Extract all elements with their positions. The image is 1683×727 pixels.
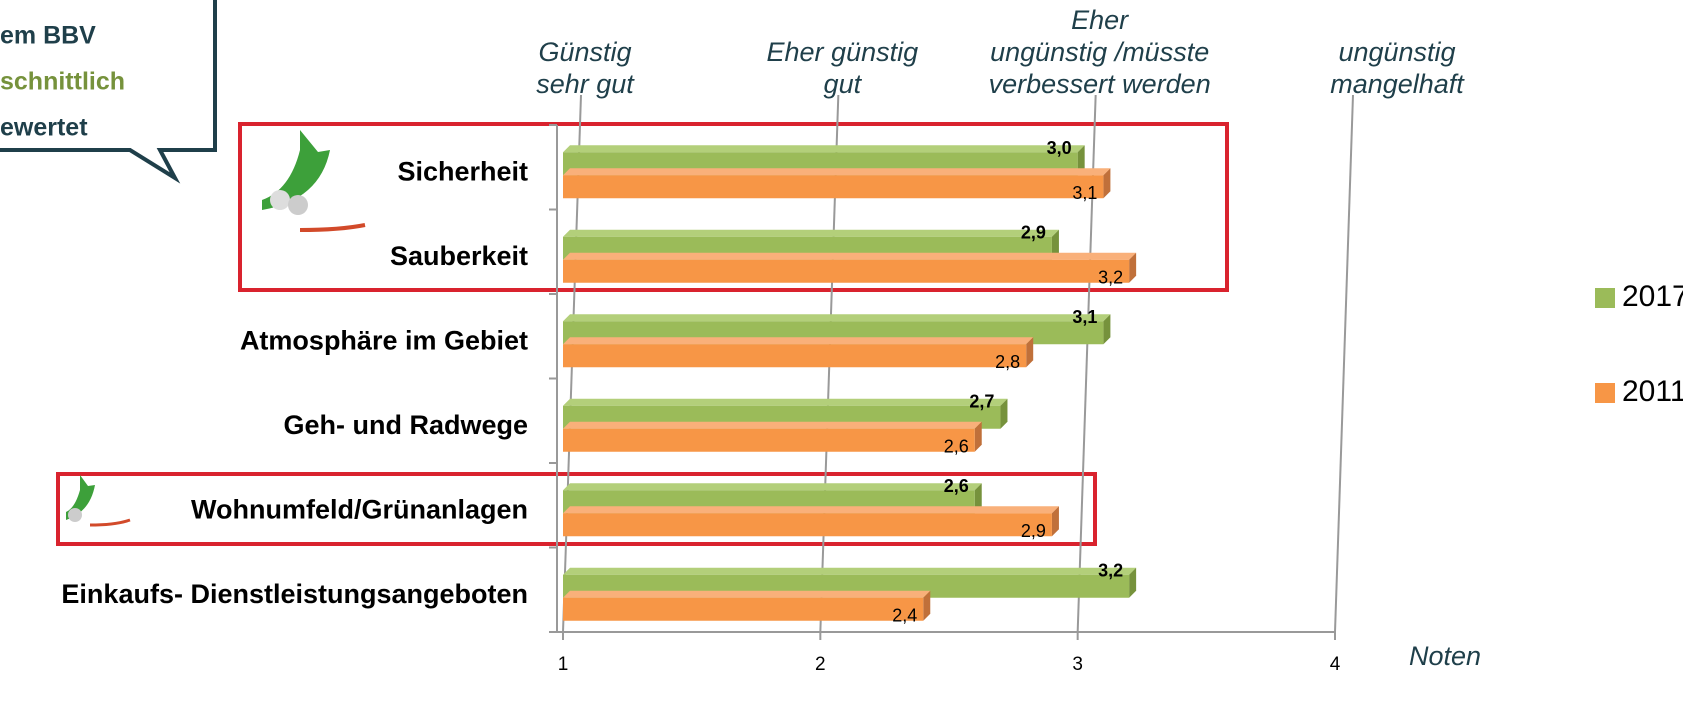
bar [563,260,1129,283]
bar-top [563,591,930,598]
icon [262,130,365,230]
column-header: sehr gut [536,69,635,99]
value-label: 3,2 [1098,561,1123,581]
column-header: Eher günstig [767,37,919,67]
bar [563,429,975,452]
value-label: 2,6 [944,437,969,457]
bar-top [563,314,1110,321]
value-label: 3,0 [1047,138,1072,158]
bar-top [563,253,1136,260]
bar [563,598,923,621]
icon [66,475,130,525]
x-tick-label: 4 [1330,654,1341,675]
value-label: 2,7 [969,392,994,412]
legend-label: 2011 [1622,375,1683,408]
bar-top [563,422,982,429]
bar [563,175,1103,198]
callout-text: schnittlich [0,68,125,96]
column-header: ungünstig /müsste [990,37,1209,67]
y-tick-label: Sauberkeit [390,241,528,271]
legend-swatch [1595,288,1615,308]
chart: em BBV schnittlich ewertet 1 2 3 4 Noten Günstig… [0,0,1683,722]
y-tick-label: Geh- und Radwege [283,410,528,440]
column-header: mangelhaft [1330,69,1465,99]
legend-label: 2017 [1622,280,1683,313]
value-label: 3,2 [1098,268,1123,288]
column-header: gut [824,69,863,99]
y-tick-label: Einkaufs- Dienstleistungsangeboten [61,579,528,609]
callout-text: em BBV [0,22,96,50]
bar-top [563,399,1007,406]
column-header: verbessert werden [989,69,1211,99]
y-tick-label: Sicherheit [397,156,528,186]
x-axis-label: Noten [1409,641,1481,671]
bar-top [563,506,1059,513]
callout-text: ewertet [0,114,88,142]
x-tick-label: 2 [815,654,826,675]
bar-top [563,230,1059,237]
bar-top [563,483,982,490]
bar-top [563,145,1085,152]
grid-line [1335,95,1353,632]
value-label: 2,9 [1021,521,1046,541]
bar-top [563,168,1110,175]
y-tick-label: Atmosphäre im Gebiet [240,325,528,355]
bar-top [563,337,1033,344]
bar-top [563,568,1136,575]
column-header: Günstig [538,37,631,67]
legend-swatch [1595,383,1615,403]
bar [563,513,1052,536]
value-label: 2,4 [892,606,917,626]
column-header: Eher [1071,5,1129,35]
value-label: 2,9 [1021,223,1046,243]
value-label: 3,1 [1072,183,1097,203]
value-label: 2,6 [944,476,969,496]
column-header: ungünstig [1338,37,1455,67]
x-tick-label: 1 [558,654,569,675]
bar [563,344,1026,367]
x-tick-label: 3 [1072,654,1083,675]
y-tick-label: Wohnumfeld/Grünanlagen [191,494,528,524]
value-label: 2,8 [995,352,1020,372]
value-label: 3,1 [1072,307,1097,327]
